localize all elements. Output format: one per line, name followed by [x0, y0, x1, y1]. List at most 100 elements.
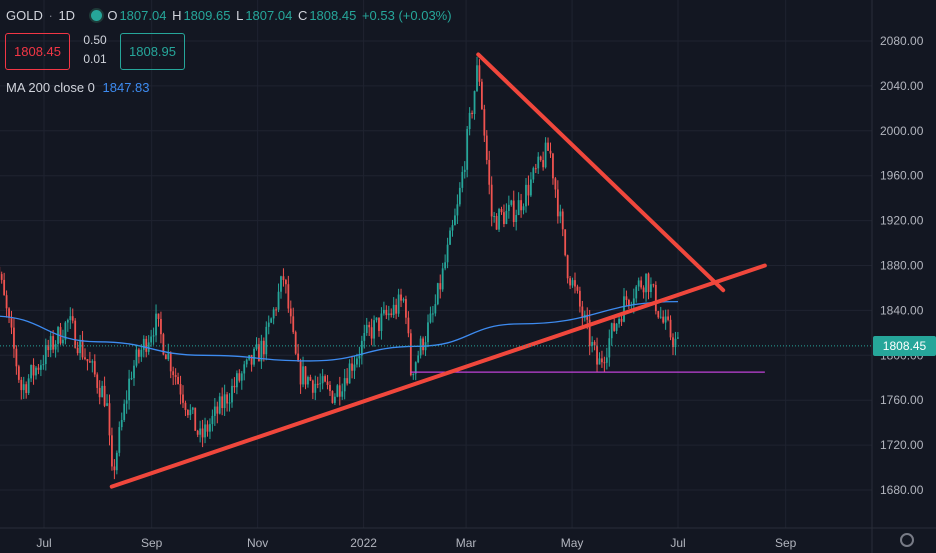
candle	[191, 406, 194, 414]
time-tick-label: 2022	[350, 536, 377, 550]
candle	[488, 150, 491, 195]
candle	[275, 307, 277, 316]
candle	[512, 190, 515, 227]
candle	[402, 297, 405, 303]
candle	[37, 364, 40, 375]
time-tick-label: Jul	[36, 536, 51, 550]
candle	[282, 268, 285, 287]
candle	[544, 137, 547, 169]
candle	[556, 180, 559, 224]
candle	[59, 322, 62, 345]
candle	[647, 272, 650, 300]
high-label: H	[172, 8, 182, 23]
candle	[319, 373, 322, 393]
candle	[620, 314, 623, 326]
ma-indicator-legend[interactable]: MA 200 close 0 1847.83	[6, 80, 150, 95]
candle	[88, 351, 91, 363]
candle	[39, 359, 42, 377]
candle	[231, 378, 233, 408]
candle	[113, 459, 116, 480]
candle	[115, 450, 118, 475]
candle	[209, 418, 211, 439]
price-tick-label: 2080.00	[880, 34, 924, 48]
candle	[642, 285, 645, 299]
candle	[566, 254, 569, 284]
open-value: 1807.04	[119, 8, 167, 23]
candle	[52, 330, 55, 354]
candle	[64, 321, 67, 345]
candle	[375, 317, 378, 323]
candle	[13, 318, 15, 358]
candle	[493, 211, 496, 223]
candle	[392, 297, 395, 319]
candle	[517, 192, 520, 216]
candle	[669, 315, 672, 341]
spread-bottom: 0.01	[83, 52, 107, 66]
candle	[527, 175, 530, 206]
candle	[454, 208, 456, 226]
candle	[522, 203, 525, 215]
candle	[407, 311, 410, 338]
candle	[552, 152, 554, 185]
candle	[86, 358, 89, 371]
candle	[118, 421, 121, 457]
candle	[258, 337, 260, 362]
interval-label[interactable]: 1D	[58, 8, 76, 23]
candle	[650, 277, 652, 298]
candle	[451, 219, 454, 237]
candle	[444, 254, 447, 271]
candle	[297, 343, 300, 362]
candle	[473, 90, 476, 120]
candle	[96, 372, 99, 394]
candle	[84, 348, 86, 361]
candle	[66, 318, 69, 332]
candle	[478, 59, 481, 87]
candle	[400, 288, 402, 308]
candle	[128, 369, 130, 410]
symbol-name[interactable]: GOLD	[6, 8, 43, 23]
open-label: O	[107, 8, 118, 23]
candle	[206, 420, 209, 437]
candle	[615, 322, 618, 334]
candle	[439, 274, 442, 299]
ma200-line	[0, 300, 679, 362]
candle	[485, 130, 488, 165]
candle	[662, 310, 665, 324]
candle	[368, 321, 371, 336]
candle	[262, 337, 265, 362]
candlestick-series	[0, 56, 679, 480]
sell-button[interactable]: 1808.45	[5, 33, 70, 70]
candle	[189, 404, 192, 421]
gear-icon[interactable]	[900, 533, 914, 547]
candle	[235, 370, 238, 395]
candle	[27, 374, 30, 395]
low-label: L	[236, 8, 244, 23]
candle	[10, 310, 13, 335]
candle	[120, 412, 123, 431]
candle	[103, 376, 106, 408]
candle	[182, 385, 184, 408]
candle	[476, 56, 478, 92]
candle	[605, 347, 608, 370]
symbol-legend: GOLD · 1D O 1807.04 H 1809.65 L 1807.04 C 18…	[6, 8, 452, 23]
candle	[343, 368, 346, 400]
candle	[150, 329, 153, 347]
candle	[133, 360, 135, 386]
candle	[8, 307, 10, 324]
candle	[672, 333, 674, 356]
candle	[211, 409, 214, 432]
candle	[601, 350, 603, 368]
candle	[299, 358, 302, 394]
candle	[223, 384, 226, 417]
candle	[331, 390, 334, 404]
candle	[174, 368, 177, 385]
candle	[135, 344, 138, 368]
spread-display: 0.50 0.01	[72, 31, 118, 69]
candle	[49, 332, 52, 358]
buy-button[interactable]: 1808.95	[120, 33, 185, 70]
candle	[503, 204, 505, 228]
candle	[657, 310, 660, 319]
candle	[574, 272, 576, 294]
candle	[578, 286, 581, 313]
